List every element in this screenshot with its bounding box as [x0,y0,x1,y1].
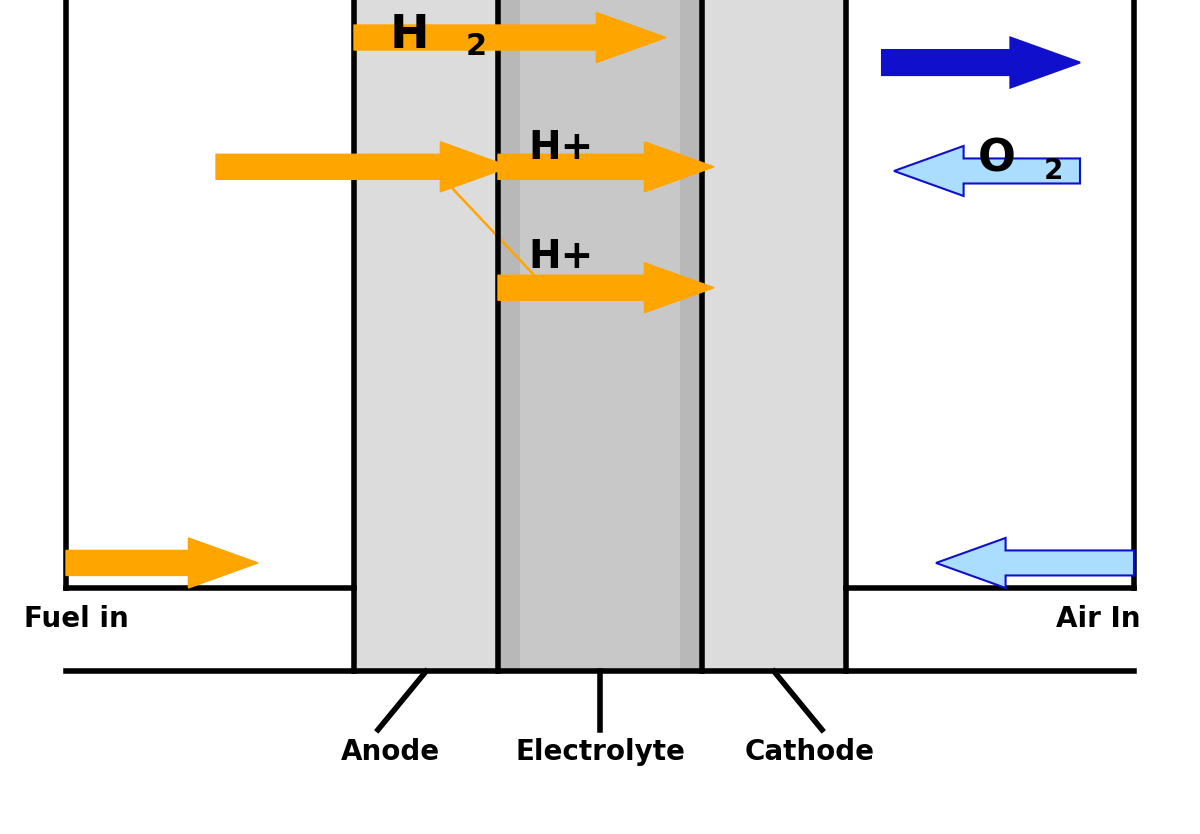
FancyArrow shape [498,263,714,313]
Bar [354,0,498,671]
FancyArrow shape [354,13,666,63]
FancyArrow shape [498,142,714,192]
FancyArrow shape [882,38,1080,88]
FancyArrow shape [936,538,1134,588]
FancyArrow shape [216,142,510,192]
Text: Air In: Air In [1056,605,1140,633]
Bar [498,0,702,671]
Text: 2: 2 [466,32,487,61]
Bar [520,0,680,671]
Text: H+: H+ [528,238,593,276]
Text: Electrolyte: Electrolyte [515,738,685,766]
Text: Anode: Anode [341,738,439,766]
Bar [702,0,846,671]
Text: O: O [978,138,1016,181]
Text: H: H [390,13,430,58]
FancyArrow shape [894,146,1080,196]
Text: 2: 2 [1044,157,1063,185]
Text: Fuel in: Fuel in [24,605,128,633]
FancyArrow shape [66,538,258,588]
Text: Cathode: Cathode [745,738,875,766]
Text: H+: H+ [528,129,593,168]
